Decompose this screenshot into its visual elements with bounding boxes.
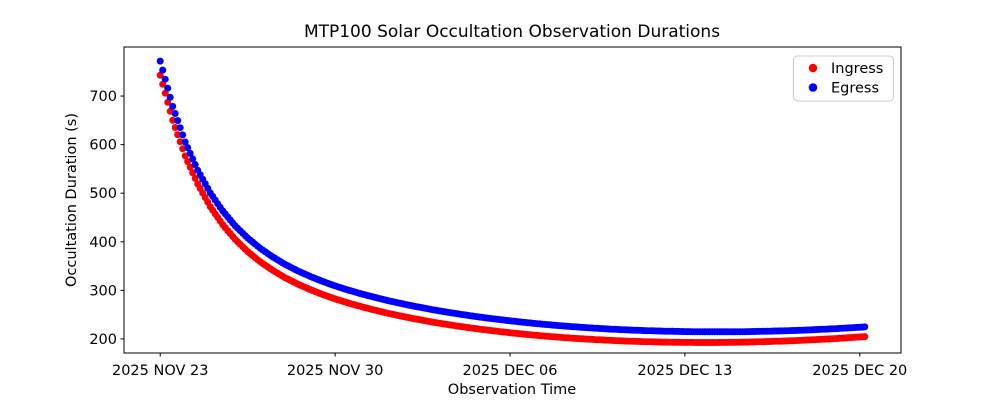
chart-title: MTP100 Solar Occultation Observation Dur… — [304, 22, 720, 42]
data-point — [191, 174, 199, 182]
legend-egress-marker-icon — [808, 83, 818, 92]
plot-area — [123, 46, 902, 354]
x-tick-label: 2025 DEC 20 — [812, 363, 907, 379]
data-point — [176, 124, 184, 132]
data-point — [169, 102, 177, 110]
legend-box — [793, 55, 894, 102]
data-point — [184, 144, 192, 152]
data-point — [161, 75, 169, 83]
data-point — [861, 323, 869, 331]
legend: Ingress Egress — [793, 55, 894, 102]
data-point — [164, 84, 172, 92]
legend-ingress-marker-icon — [808, 63, 818, 73]
data-point — [179, 131, 187, 139]
data-point — [181, 138, 189, 146]
y-tick-label: 200 — [89, 332, 117, 348]
data-point — [174, 131, 182, 139]
data-point — [191, 161, 199, 168]
ingress-series-points — [156, 71, 869, 346]
y-tick-label: 500 — [89, 186, 117, 202]
data-point — [171, 124, 179, 131]
y-tick-label: 300 — [89, 283, 117, 299]
data-point — [166, 93, 174, 101]
data-point — [189, 155, 197, 163]
data-point — [169, 116, 177, 124]
data-point — [186, 149, 194, 157]
y-axis-label: Occultation Duration (s) — [64, 113, 80, 287]
data-point — [171, 110, 179, 117]
data-point — [861, 333, 869, 341]
x-tick-label: 2025 NOV 30 — [287, 363, 384, 379]
legend-ingress-label: Ingress — [831, 61, 883, 77]
y-tick-label: 700 — [89, 89, 117, 105]
data-point — [174, 117, 182, 125]
x-axis-label: Observation Time — [448, 382, 576, 398]
y-tick-label: 600 — [89, 138, 117, 154]
legend-egress-label: Egress — [831, 81, 879, 97]
x-tick-label: 2025 DEC 13 — [637, 363, 732, 379]
y-axis: 200 300 400 500 600 700 — [89, 89, 124, 348]
egress-series-points — [156, 57, 869, 336]
data-point — [159, 66, 167, 74]
x-tick-label: 2025 NOV 23 — [112, 363, 209, 379]
x-axis: 2025 NOV 23 2025 NOV 30 2025 DEC 06 2025 DE… — [112, 353, 907, 379]
x-tick-label: 2025 DEC 06 — [462, 363, 557, 379]
y-tick-label: 400 — [89, 235, 117, 251]
data-point — [176, 138, 184, 146]
data-point — [156, 57, 164, 65]
